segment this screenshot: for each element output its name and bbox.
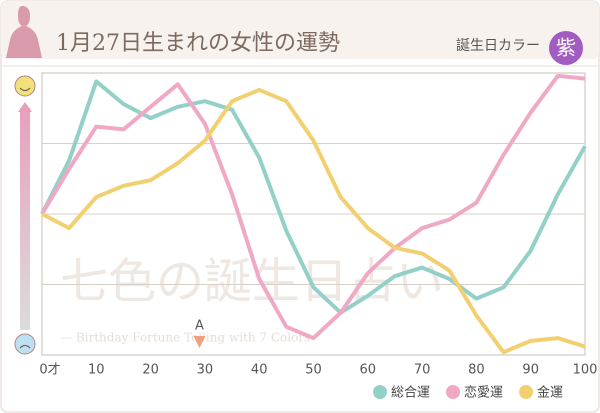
color-label: 誕生日カラー: [456, 38, 540, 54]
watermark-sub: — Birthday Fortune Telling with 7 Colors: [60, 331, 310, 345]
mood-bar: [20, 108, 30, 330]
color-swatch: [549, 31, 583, 65]
series-line: [41, 87, 586, 355]
x-tick-label: 80: [468, 363, 485, 378]
happy-mouth: [19, 87, 31, 91]
header-bg: [1, 1, 599, 59]
legend-label: 恋愛運: [464, 385, 503, 401]
annotation-marker: [193, 336, 206, 348]
sad-icon: [14, 333, 36, 355]
x-tick-label: 50: [305, 363, 322, 378]
sad-mouth: [19, 345, 31, 349]
legend-swatch: [446, 385, 461, 399]
series-line: [40, 73, 586, 341]
mood-arrow: [18, 102, 32, 112]
x-tick-label: 10: [88, 363, 105, 378]
silhouette: [6, 6, 42, 58]
annotation-label: A: [195, 319, 204, 334]
x-tick-label: 0才: [39, 363, 60, 378]
happy-icon: [14, 75, 36, 97]
series-line: [40, 79, 587, 315]
legend-label: 総合運: [391, 386, 430, 401]
x-tick-label: 60: [360, 363, 377, 378]
x-tick-label: 20: [142, 363, 159, 378]
x-tick-label: 90: [522, 363, 539, 378]
x-tick-label: 100: [573, 363, 598, 378]
x-tick-label: 70: [414, 363, 431, 378]
legend-swatch: [519, 385, 534, 399]
x-tick-label: 30: [197, 363, 214, 378]
legend-swatch: [373, 385, 387, 399]
chart-title: 1月27日生まれの女性の運勢: [56, 31, 340, 56]
legend-label: 金運: [537, 385, 563, 401]
color-name: 紫: [556, 36, 576, 60]
x-tick-label: 40: [251, 363, 268, 378]
